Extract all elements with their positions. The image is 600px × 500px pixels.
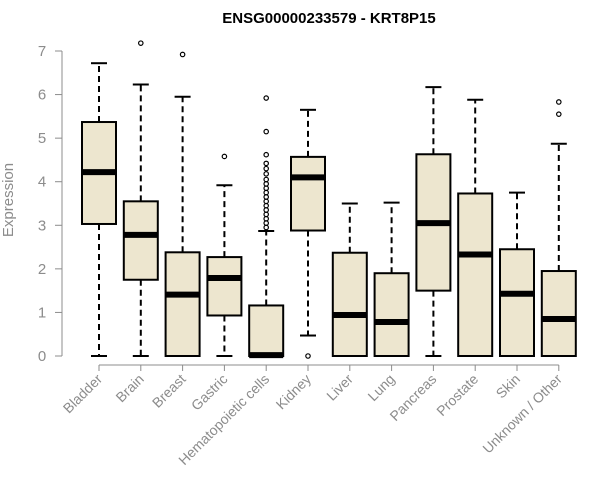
- y-tick-label: 1: [38, 304, 46, 321]
- y-tick-label: 0: [38, 348, 46, 365]
- box: [206, 256, 243, 317]
- x-tick-label: Skin: [493, 371, 524, 402]
- outlier-point: [263, 198, 270, 205]
- box: [540, 270, 577, 357]
- x-tick-label: Lung: [364, 371, 397, 404]
- box-group: [164, 51, 201, 357]
- box: [499, 248, 535, 357]
- outlier-point: [263, 189, 270, 196]
- box: [122, 200, 159, 281]
- box-group: [457, 98, 494, 357]
- box-group: [499, 191, 535, 357]
- y-tick-label: 4: [38, 174, 46, 191]
- x-tick-label: Unknown / Other: [479, 371, 565, 457]
- box-series: [81, 40, 577, 359]
- box-group: [540, 99, 577, 357]
- x-tick-label: Liver: [323, 371, 356, 404]
- box: [248, 304, 285, 358]
- outlier-point: [263, 211, 270, 218]
- box-group: [206, 153, 243, 357]
- outlier-point: [179, 51, 186, 58]
- box-group: [331, 202, 368, 357]
- x-tick-label: Prostate: [433, 371, 481, 419]
- outlier-point: [263, 165, 270, 172]
- y-axis-label: Expression: [0, 163, 17, 237]
- outlier-point: [263, 171, 270, 177]
- outlier-point: [263, 185, 270, 192]
- y-axis: 0 1 2 3 4 5 6 7: [38, 43, 63, 365]
- box: [457, 192, 494, 357]
- box-group: [81, 62, 117, 357]
- y-tick-label: 3: [38, 217, 46, 234]
- outlier-point: [221, 153, 228, 160]
- box: [164, 251, 201, 357]
- x-tick-label: Kidney: [273, 371, 315, 413]
- outlier-point: [263, 220, 270, 226]
- box-group: [373, 201, 410, 358]
- outlier-point: [263, 160, 270, 167]
- outlier-point: [263, 151, 270, 158]
- outlier-point: [263, 176, 270, 183]
- y-tick-label: 5: [38, 130, 46, 147]
- outlier-point: [555, 99, 562, 105]
- box: [290, 155, 326, 232]
- outlier-point: [263, 224, 270, 231]
- chart-title: ENSG00000233579 - KRT8P15: [222, 10, 435, 27]
- x-tick-label: Brain: [112, 371, 146, 405]
- outlier-point: [263, 128, 270, 135]
- outlier-point: [263, 95, 270, 101]
- outlier-point: [263, 194, 270, 200]
- y-tick-label: 6: [38, 87, 46, 104]
- outlier-point: [263, 181, 270, 187]
- x-tick-label: Bladder: [60, 371, 106, 417]
- box: [331, 251, 368, 357]
- y-tick-label: 7: [38, 43, 46, 60]
- x-tick-label: Breast: [149, 371, 189, 411]
- outlier-point: [263, 202, 270, 209]
- box: [373, 272, 410, 358]
- y-tick-label: 2: [38, 261, 46, 278]
- outlier-point: [263, 207, 270, 213]
- box-group: [290, 108, 326, 359]
- box-group: [122, 40, 159, 357]
- outlier-point: [555, 111, 562, 117]
- outlier-point: [138, 40, 144, 46]
- outlier-point: [305, 353, 311, 359]
- box-group: [415, 86, 452, 357]
- outlier-point: [263, 215, 270, 222]
- box-group: [248, 95, 285, 359]
